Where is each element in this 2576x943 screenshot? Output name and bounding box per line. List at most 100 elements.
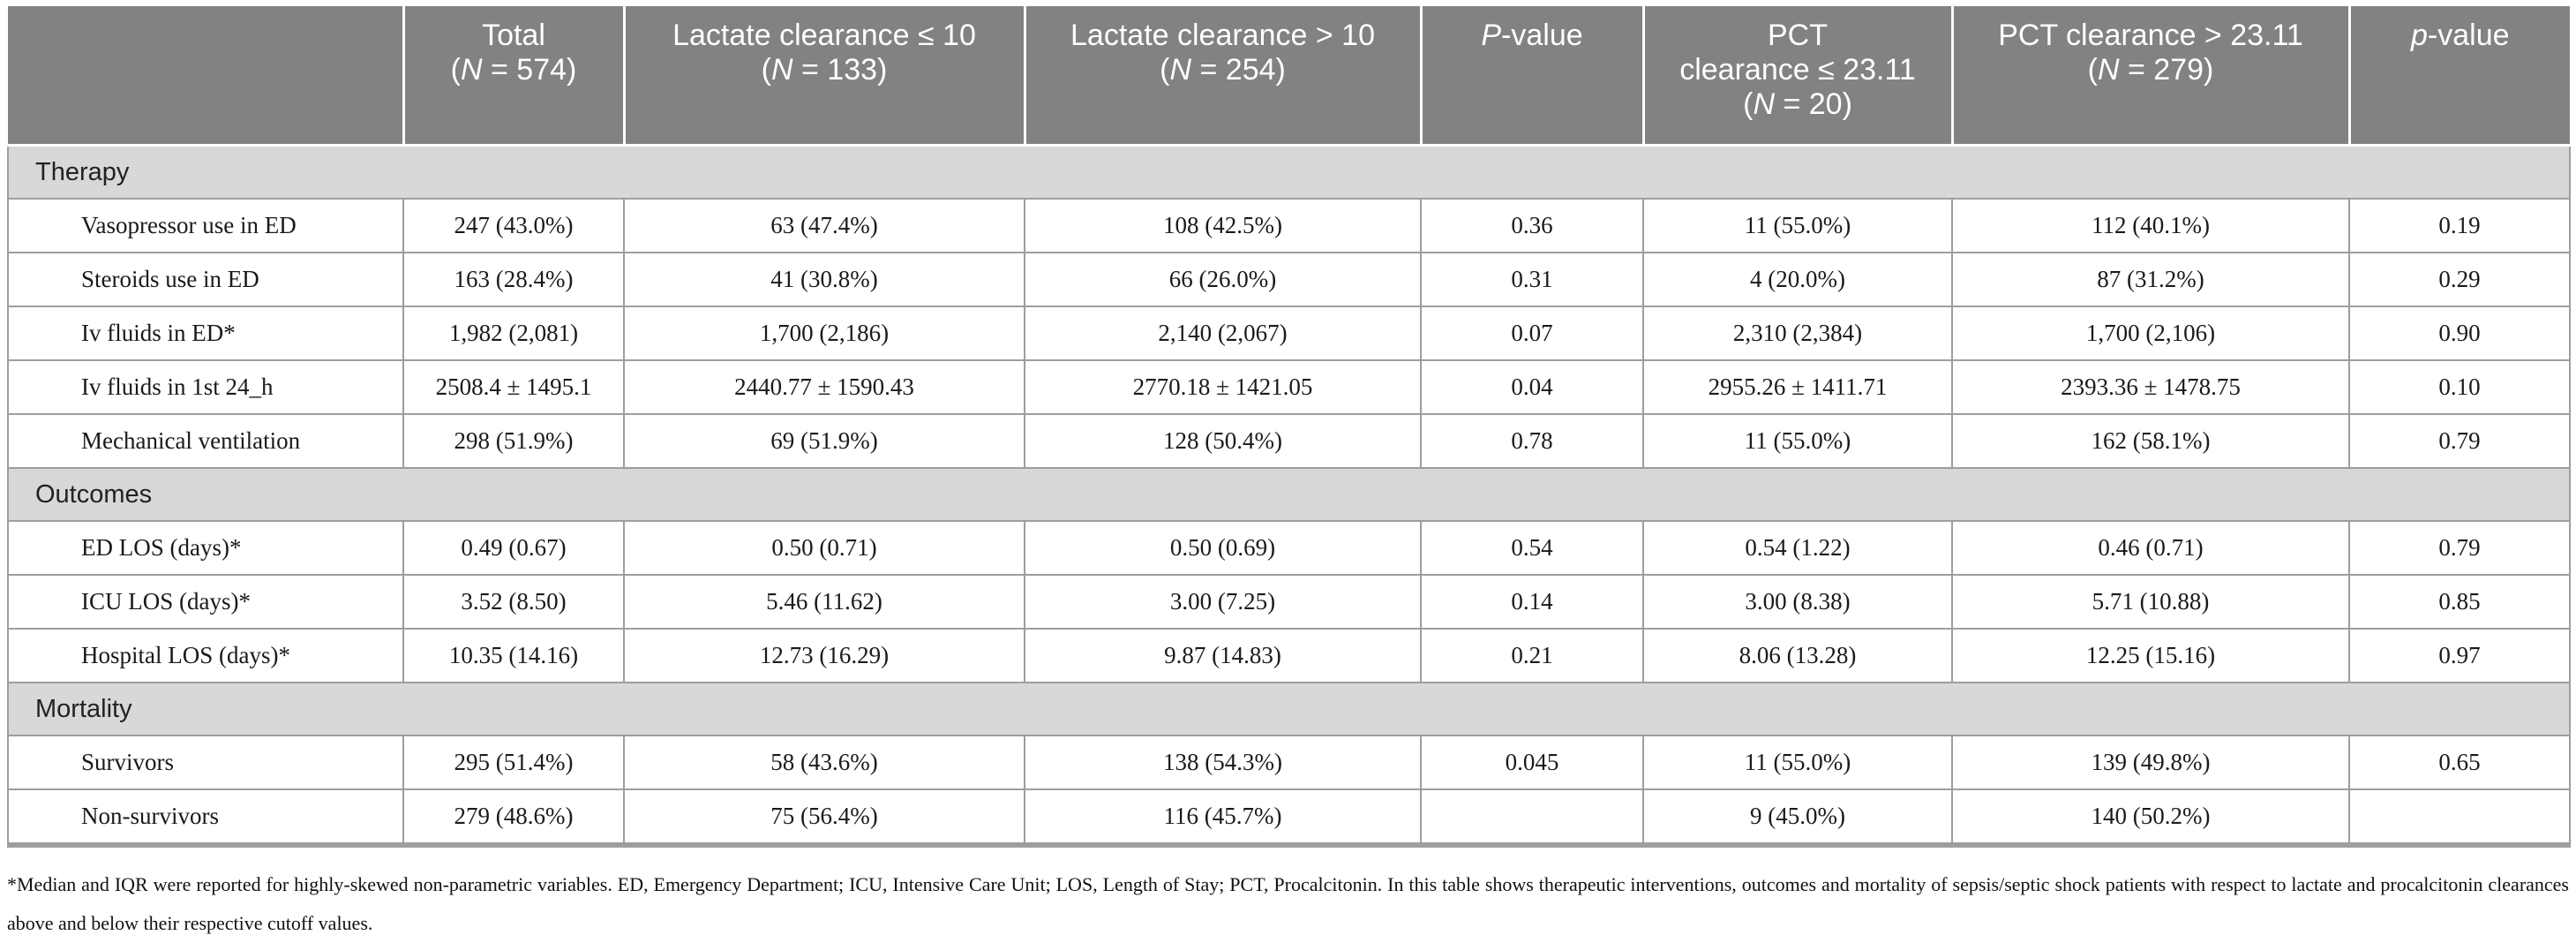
- row-label: Vasopressor use in ED: [7, 198, 404, 253]
- value-cell: 75 (56.4%): [623, 788, 1025, 848]
- section-row: Therapy: [7, 144, 2571, 200]
- value-cell: 0.46 (0.71): [1951, 520, 2350, 576]
- value-cell: 247 (43.0%): [402, 198, 625, 253]
- table-footnote: *Median and IQR were reported for highly…: [7, 873, 2569, 934]
- value-cell: 41 (30.8%): [623, 252, 1025, 307]
- row-label: Steroids use in ED: [7, 252, 404, 307]
- table-row: Steroids use in ED 163 (28.4%) 41 (30.8%) 6…: [7, 252, 2571, 307]
- value-cell: 11 (55.0%): [1642, 735, 1953, 790]
- section-title: Therapy: [7, 144, 2571, 200]
- value-cell: 0.97: [2348, 628, 2571, 683]
- table-row: ED LOS (days)* 0.49 (0.67) 0.50 (0.71) 0.50…: [7, 520, 2571, 576]
- value-cell: 1,982 (2,081): [402, 306, 625, 361]
- value-cell: 2955.26 ± 1411.71: [1642, 359, 1953, 415]
- value-cell: 279 (48.6%): [402, 788, 625, 848]
- table-row: Vasopressor use in ED 247 (43.0%) 63 (47.4…: [7, 198, 2571, 253]
- value-cell: 0.07: [1420, 306, 1644, 361]
- value-cell: 0.49 (0.67): [402, 520, 625, 576]
- value-cell: 0.85: [2348, 574, 2571, 630]
- value-cell: 2,140 (2,067): [1024, 306, 1422, 361]
- table-row: ICU LOS (days)* 3.52 (8.50) 5.46 (11.62) 3.…: [7, 574, 2571, 630]
- value-cell: 0.36: [1420, 198, 1644, 253]
- table-body: Therapy Vasopressor use in ED 247 (43.0%) 6…: [7, 144, 2571, 848]
- row-label: ED LOS (days)*: [7, 520, 404, 576]
- value-cell: 140 (50.2%): [1951, 788, 2350, 848]
- value-cell: [2348, 788, 2571, 848]
- value-cell: 0.54 (1.22): [1642, 520, 1953, 576]
- value-cell: 3.00 (8.38): [1642, 574, 1953, 630]
- value-cell: [1420, 788, 1644, 848]
- value-cell: 3.52 (8.50): [402, 574, 625, 630]
- row-label: Mechanical ventilation: [7, 413, 404, 469]
- row-label: Iv fluids in ED*: [7, 306, 404, 361]
- section-row: Mortality: [7, 682, 2571, 736]
- value-cell: 8.06 (13.28): [1642, 628, 1953, 683]
- table-row: Iv fluids in 1st 24_h 2508.4 ± 1495.1 2440…: [7, 359, 2571, 415]
- value-cell: 9.87 (14.83): [1024, 628, 1422, 683]
- value-cell: 10.35 (14.16): [402, 628, 625, 683]
- value-cell: 0.31: [1420, 252, 1644, 307]
- value-cell: 112 (40.1%): [1951, 198, 2350, 253]
- value-cell: 0.21: [1420, 628, 1644, 683]
- value-cell: 0.54: [1420, 520, 1644, 576]
- value-cell: 128 (50.4%): [1024, 413, 1422, 469]
- value-cell: 2,310 (2,384): [1642, 306, 1953, 361]
- table-row: Hospital LOS (days)* 10.35 (14.16) 12.73 (…: [7, 628, 2571, 683]
- value-cell: 295 (51.4%): [402, 735, 625, 790]
- value-cell: 5.46 (11.62): [623, 574, 1025, 630]
- section-row: Outcomes: [7, 467, 2571, 522]
- section-title: Mortality: [7, 682, 2571, 736]
- value-cell: 1,700 (2,106): [1951, 306, 2350, 361]
- value-cell: 0.19: [2348, 198, 2571, 253]
- header-cell-4: P-value: [1419, 6, 1643, 147]
- row-label: Iv fluids in 1st 24_h: [7, 359, 404, 415]
- value-cell: 138 (54.3%): [1024, 735, 1422, 790]
- value-cell: 5.71 (10.88): [1951, 574, 2350, 630]
- value-cell: 1,700 (2,186): [623, 306, 1025, 361]
- value-cell: 0.14: [1420, 574, 1644, 630]
- table-row: Mechanical ventilation 298 (51.9%) 69 (51.…: [7, 413, 2571, 469]
- value-cell: 2508.4 ± 1495.1: [402, 359, 625, 415]
- value-cell: 63 (47.4%): [623, 198, 1025, 253]
- value-cell: 69 (51.9%): [623, 413, 1025, 469]
- value-cell: 0.78: [1420, 413, 1644, 469]
- value-cell: 0.50 (0.69): [1024, 520, 1422, 576]
- header-cell-2: Lactate clearance ≤ 10 (N = 133): [622, 6, 1025, 147]
- value-cell: 298 (51.9%): [402, 413, 625, 469]
- value-cell: 2770.18 ± 1421.05: [1024, 359, 1422, 415]
- value-cell: 163 (28.4%): [402, 252, 625, 307]
- value-cell: 0.79: [2348, 520, 2571, 576]
- value-cell: 12.25 (15.16): [1951, 628, 2350, 683]
- row-label: Hospital LOS (days)*: [7, 628, 404, 683]
- value-cell: 12.73 (16.29): [623, 628, 1025, 683]
- value-cell: 0.10: [2348, 359, 2571, 415]
- header-cell-0: [8, 6, 403, 147]
- row-label: Survivors: [7, 735, 404, 790]
- value-cell: 4 (20.0%): [1642, 252, 1953, 307]
- value-cell: 0.50 (0.71): [623, 520, 1025, 576]
- row-label: Non-survivors: [7, 788, 404, 848]
- value-cell: 3.00 (7.25): [1024, 574, 1422, 630]
- table-row: Iv fluids in ED* 1,982 (2,081) 1,700 (2,18…: [7, 306, 2571, 361]
- value-cell: 0.65: [2348, 735, 2571, 790]
- value-cell: 11 (55.0%): [1642, 198, 1953, 253]
- value-cell: 2440.77 ± 1590.43: [623, 359, 1025, 415]
- value-cell: 11 (55.0%): [1642, 413, 1953, 469]
- value-cell: 9 (45.0%): [1642, 788, 1953, 848]
- table-row: Non-survivors 279 (48.6%) 75 (56.4%) 116 (4…: [7, 788, 2571, 848]
- table-row: Survivors 295 (51.4%) 58 (43.6%) 138 (54.3%…: [7, 735, 2571, 790]
- header-cell-7: p-value: [2347, 6, 2570, 147]
- header-row: Total (N = 574) Lactate clearance ≤ 10 (N =…: [8, 6, 2570, 147]
- header-cell-6: PCT clearance > 23.11 (N = 279): [1950, 6, 2349, 147]
- value-cell: 2393.36 ± 1478.75: [1951, 359, 2350, 415]
- value-cell: 116 (45.7%): [1024, 788, 1422, 848]
- value-cell: 162 (58.1%): [1951, 413, 2350, 469]
- row-label: ICU LOS (days)*: [7, 574, 404, 630]
- value-cell: 58 (43.6%): [623, 735, 1025, 790]
- value-cell: 0.90: [2348, 306, 2571, 361]
- header-cell-5: PCT clearance ≤ 23.11 (N = 20): [1641, 6, 1952, 147]
- value-cell: 87 (31.2%): [1951, 252, 2350, 307]
- value-cell: 0.29: [2348, 252, 2571, 307]
- value-cell: 0.045: [1420, 735, 1644, 790]
